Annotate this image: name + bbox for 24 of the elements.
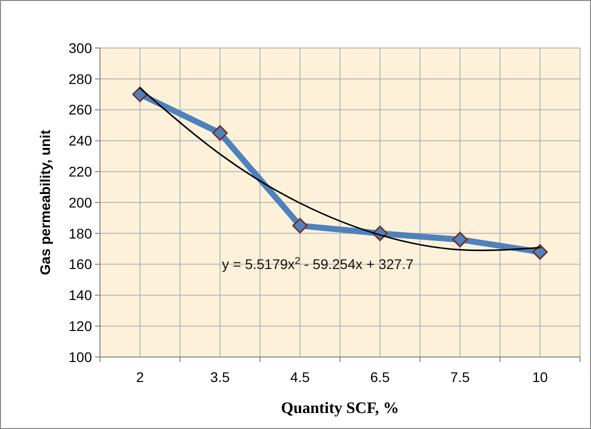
y-tick-label: 100	[68, 348, 92, 365]
annotation: y = 5.5179x$^{2}$ - 59.254x + 327.7	[222, 256, 414, 272]
point	[452, 232, 468, 248]
x-tick-label: 6.5	[370, 369, 390, 385]
y-tick-label: 220	[68, 164, 92, 180]
y-tick-label: 300	[68, 40, 92, 56]
point	[212, 125, 228, 141]
y-tick-label: 120	[68, 318, 92, 334]
x-tick-label: 2	[136, 369, 144, 385]
point	[292, 218, 308, 234]
y-tick-label: 260	[68, 102, 92, 118]
y-axis-title: Gas permeability, unit	[37, 130, 53, 276]
y-tick-label: 240	[68, 132, 92, 149]
x-axis-title: Quantity SCF, %	[280, 400, 400, 417]
y-tick-label: 180	[68, 225, 92, 242]
y-tick-label: 280	[68, 70, 92, 87]
x-tick-label: 4.5	[290, 369, 310, 385]
y-tick-label: 160	[68, 256, 92, 272]
y-tick-label: 140	[68, 287, 92, 304]
point	[532, 244, 548, 260]
x-tick-label: 10	[532, 369, 548, 385]
x-tick-label: 3.5	[210, 369, 230, 385]
y-tick-label: 200	[68, 194, 92, 210]
x-tick-label: 7.5	[450, 369, 470, 385]
